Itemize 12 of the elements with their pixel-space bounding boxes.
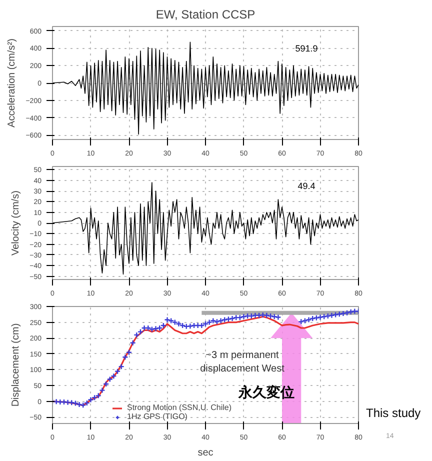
chart-title: EW, Station CCSP [156, 8, 256, 22]
legend-label: Strong Motion (SSN,U. Chile) [127, 403, 232, 412]
annotation: ~3 m permanent displacement West [200, 350, 285, 374]
y-axis-title: Velocity (cm/s) [10, 190, 22, 256]
x-axis-title: sec [198, 448, 214, 458]
y-axis-title: Acceleration (cm/s²) [6, 38, 18, 128]
annotation: 591.9 [295, 43, 318, 54]
annotation: 49.4 [298, 181, 316, 192]
legend-label: 1Hz GPS (TIGO) [127, 412, 188, 421]
annotation: 永久変位 [238, 384, 295, 400]
y-axis-title: Displacement (cm) [10, 323, 22, 407]
text: This study [366, 405, 421, 422]
